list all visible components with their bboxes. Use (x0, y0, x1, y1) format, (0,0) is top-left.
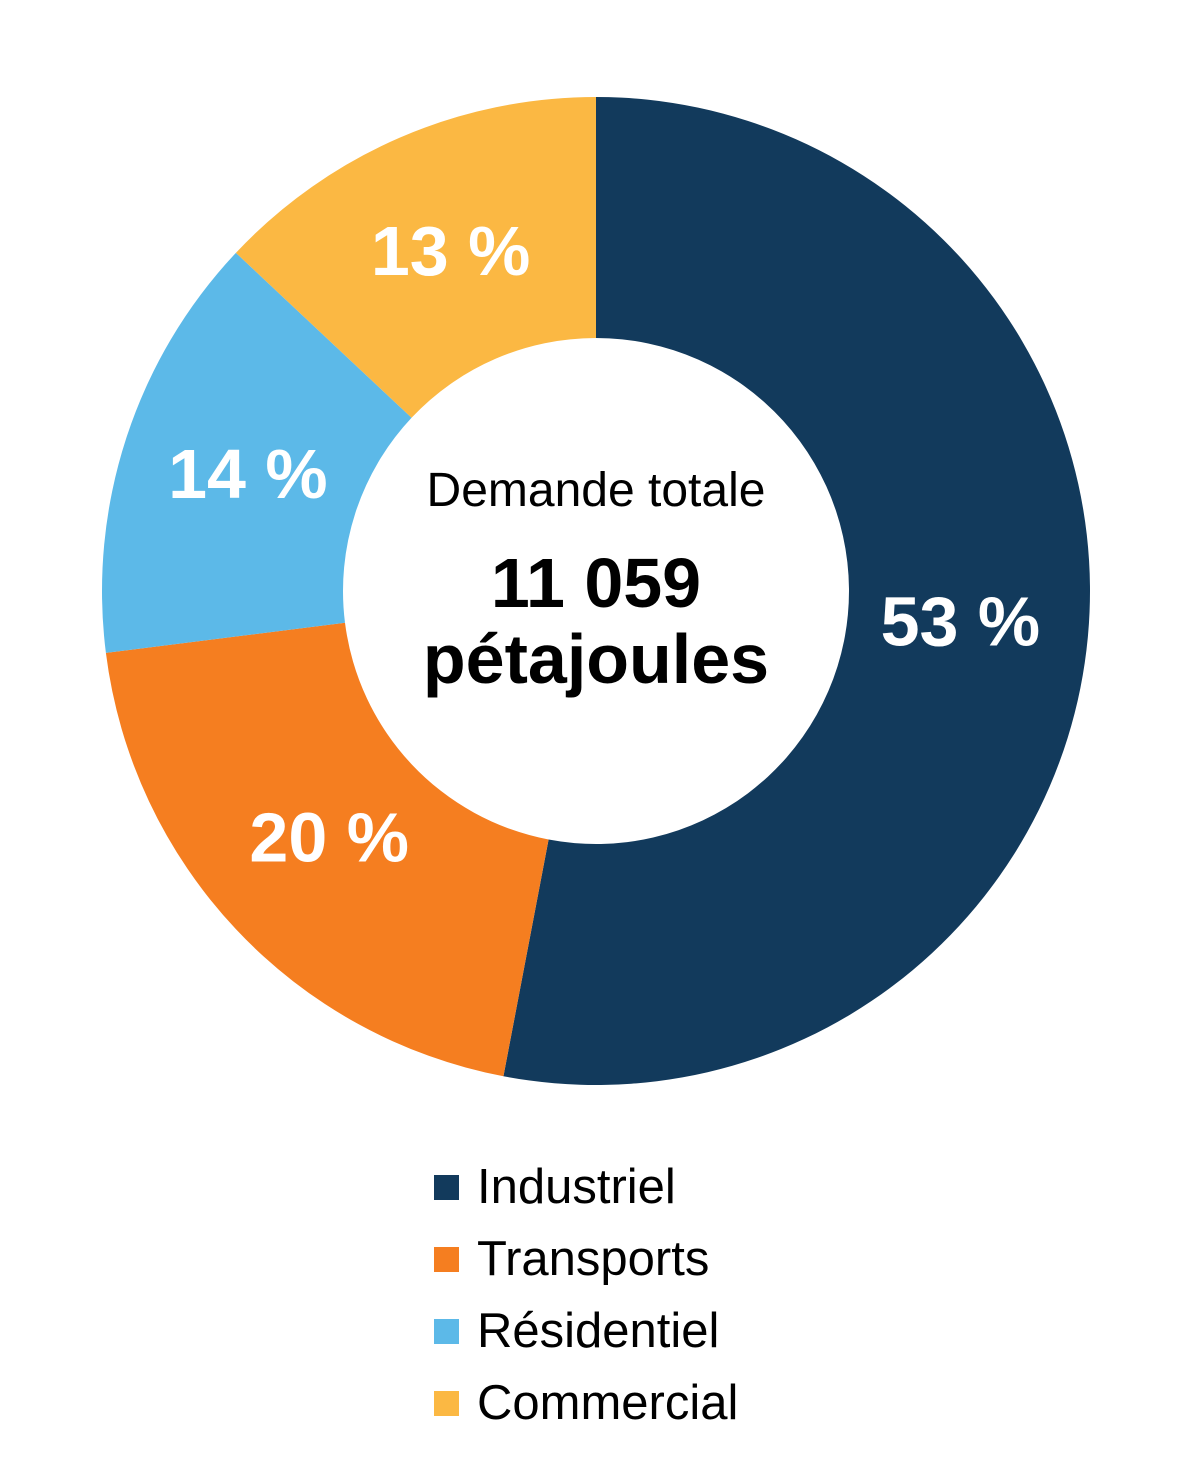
slice-transports (105, 622, 549, 1077)
legend-swatch-commercial (434, 1390, 459, 1416)
slice-label-commercial: 13 % (371, 212, 531, 290)
legend-swatch-transports (434, 1246, 459, 1272)
legend-swatch-residentiel (434, 1318, 459, 1344)
legend-label-transports: Transports (477, 1231, 710, 1286)
slice-label-residentiel: 14 % (168, 435, 328, 513)
legend-item-commercial: Commercial (434, 1367, 738, 1439)
slice-label-transports: 20 % (249, 799, 409, 877)
legend-item-industriel: Industriel (434, 1151, 738, 1223)
legend-item-residentiel: Résidentiel (434, 1295, 738, 1367)
legend-item-transports: Transports (434, 1223, 738, 1295)
center-label-value: 11 059 (490, 544, 702, 622)
donut-chart: 53 % 20 % 14 % 13 % (101, 97, 1091, 1085)
legend-label-industriel: Industriel (477, 1159, 676, 1214)
slice-industriel (503, 97, 1091, 1085)
legend-label-residentiel: Résidentiel (477, 1303, 720, 1358)
center-label-unit: pétajoules (422, 620, 770, 698)
slice-residentiel (101, 252, 412, 653)
legend-swatch-industriel (434, 1174, 459, 1200)
chart-legend: Industriel Transports Résidentiel Commercia… (434, 1151, 738, 1439)
center-label-title: Demande totale (426, 464, 766, 517)
legend-label-commercial: Commercial (477, 1375, 739, 1430)
slice-label-industriel: 53 % (881, 582, 1041, 660)
slice-commercial (235, 97, 596, 418)
